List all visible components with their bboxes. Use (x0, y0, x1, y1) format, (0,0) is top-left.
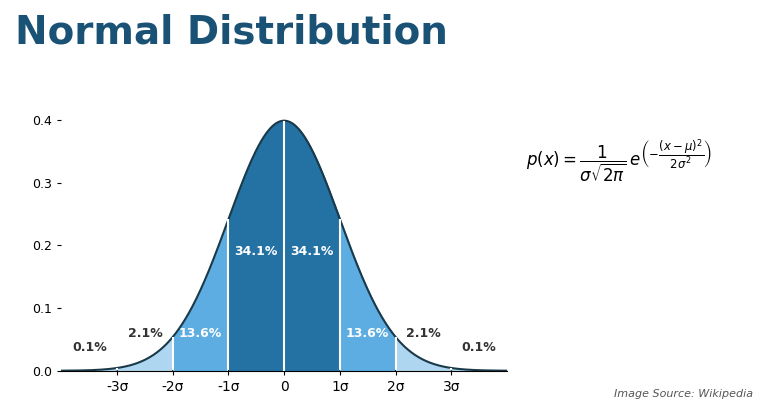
Text: 13.6%: 13.6% (179, 327, 222, 340)
Text: 13.6%: 13.6% (346, 327, 389, 340)
Text: 34.1%: 34.1% (290, 245, 333, 258)
Text: 2.1%: 2.1% (406, 327, 441, 340)
Text: 2.1%: 2.1% (127, 327, 162, 340)
Text: 0.1%: 0.1% (462, 341, 496, 354)
Text: Image Source: Wikipedia: Image Source: Wikipedia (614, 389, 753, 399)
Text: 0.1%: 0.1% (72, 341, 107, 354)
Text: 34.1%: 34.1% (235, 245, 278, 258)
Text: Normal Distribution: Normal Distribution (15, 14, 449, 52)
Text: $p(x) = \dfrac{1}{\sigma\sqrt{2\pi}}\, e^{\left(-\dfrac{(x-\mu)^2}{2\sigma^2}\ri: $p(x) = \dfrac{1}{\sigma\sqrt{2\pi}}\, e… (526, 137, 712, 185)
